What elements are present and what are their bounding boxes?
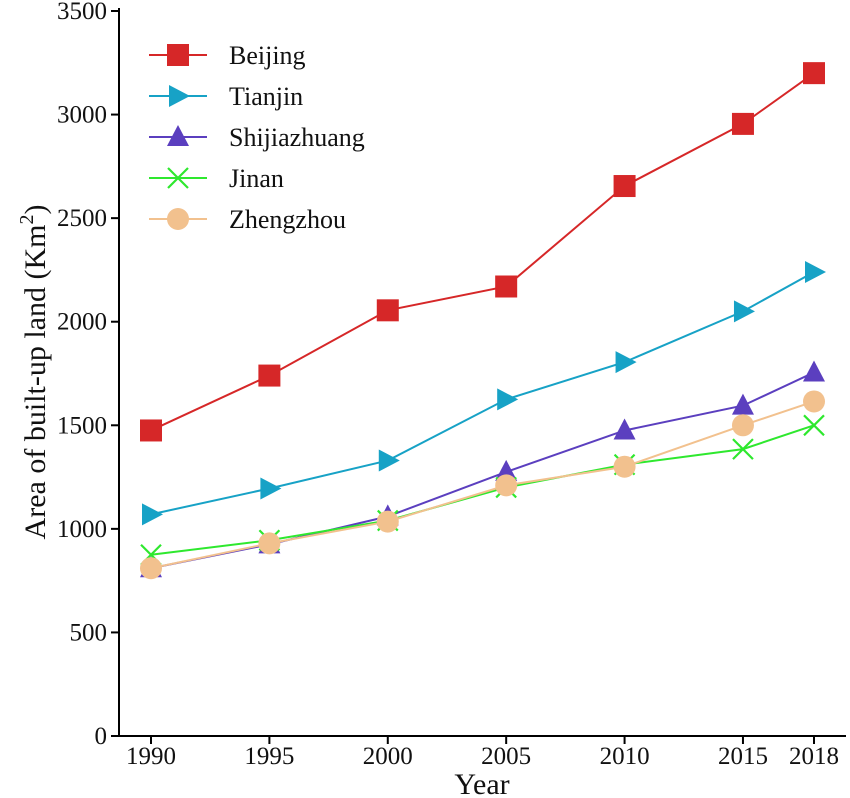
data-point-beijing xyxy=(258,364,281,387)
series-line-jinan xyxy=(150,424,815,556)
y-tick-label: 3500 xyxy=(57,0,107,25)
series-shijiazhuang xyxy=(140,360,825,578)
series-tianjin xyxy=(142,261,826,526)
data-point-tianjin xyxy=(805,261,826,283)
data-point-beijing xyxy=(140,419,162,442)
y-axis-title: Area of built-up land (Km2) xyxy=(16,205,52,540)
data-point-shijiazhuang xyxy=(803,360,825,382)
y-axis-title-close: ) xyxy=(19,205,52,215)
legend-marker-zhengzhou xyxy=(167,208,189,230)
series-beijing xyxy=(140,62,825,442)
legend-marker-beijing xyxy=(167,44,189,66)
x-tick-label: 2000 xyxy=(363,743,413,770)
data-point-beijing xyxy=(613,175,636,198)
y-tick-label: 1500 xyxy=(57,412,107,439)
legend-marker-jinan xyxy=(167,167,189,189)
data-point-tianjin xyxy=(733,300,755,323)
series-jinan xyxy=(140,414,825,566)
data-point-shijiazhuang xyxy=(495,459,518,481)
data-point-zhengzhou xyxy=(731,414,754,437)
series-line-tianjin xyxy=(150,271,815,516)
data-point-zhengzhou xyxy=(613,455,636,478)
axes xyxy=(118,8,846,737)
legend-label-tianjin: Tianjin xyxy=(229,82,303,111)
y-axis-title-superscript: 2 xyxy=(16,215,38,225)
data-point-shijiazhuang xyxy=(613,418,636,440)
legend-marker-shijiazhuang xyxy=(167,125,189,146)
data-point-tianjin xyxy=(615,351,637,374)
data-point-beijing xyxy=(731,112,754,135)
data-point-tianjin xyxy=(497,388,519,411)
x-tick-label: 2015 xyxy=(718,743,768,770)
data-point-tianjin xyxy=(378,449,400,472)
y-tick-label: 0 xyxy=(95,723,108,750)
data-point-beijing xyxy=(376,299,399,322)
y-tick-label: 1000 xyxy=(57,516,107,543)
legend-label-zhengzhou: Zhengzhou xyxy=(229,205,346,234)
y-tick-label: 2000 xyxy=(57,309,107,336)
data-point-zhengzhou xyxy=(140,557,162,580)
x-tick-label: 1990 xyxy=(126,743,176,770)
data-point-beijing xyxy=(495,275,518,298)
series-zhengzhou xyxy=(140,390,825,580)
x-tick-label: 2010 xyxy=(600,743,650,770)
data-point-jinan xyxy=(803,414,825,437)
data-point-zhengzhou xyxy=(258,532,281,555)
legend-item-tianjin: Tianjin xyxy=(149,82,303,111)
data-point-tianjin xyxy=(142,503,163,526)
series-layer xyxy=(140,62,826,580)
data-point-zhengzhou xyxy=(495,474,518,497)
y-tick-label: 500 xyxy=(70,619,108,646)
y-axis-title-text: Area of built-up land (Km xyxy=(19,225,52,540)
legend-item-jinan: Jinan xyxy=(149,164,284,193)
legend-item-zhengzhou: Zhengzhou xyxy=(149,205,346,234)
data-point-shijiazhuang xyxy=(731,393,754,415)
legend-marker-tianjin xyxy=(169,85,190,107)
series-line-shijiazhuang xyxy=(150,371,815,570)
data-point-jinan xyxy=(732,438,754,460)
x-ticks: 1990 1995 2000 2005 2010 2015 2018 xyxy=(126,736,839,770)
data-point-zhengzhou xyxy=(803,390,825,413)
y-ticks: 0 500 1000 1500 2000 2500 3000 3500 xyxy=(57,0,119,750)
x-axis-title: Year xyxy=(454,768,509,798)
y-tick-label: 2500 xyxy=(57,205,107,232)
legend-label-jinan: Jinan xyxy=(229,164,284,193)
y-tick-label: 3000 xyxy=(57,102,107,129)
x-tick-label: 1995 xyxy=(244,743,294,770)
x-tick-label: 2018 xyxy=(789,743,839,770)
legend-label-shijiazhuang: Shijiazhuang xyxy=(229,123,365,152)
legend-item-beijing: Beijing xyxy=(149,41,306,70)
legend: Beijing Tianjin Shijiazhuang Jinan Zhengzhou xyxy=(149,41,365,234)
data-point-tianjin xyxy=(260,477,282,500)
data-point-zhengzhou xyxy=(376,510,399,533)
x-tick-label: 2005 xyxy=(481,743,531,770)
legend-item-shijiazhuang: Shijiazhuang xyxy=(149,123,365,152)
data-point-beijing xyxy=(803,62,825,85)
legend-label-beijing: Beijing xyxy=(229,41,306,70)
